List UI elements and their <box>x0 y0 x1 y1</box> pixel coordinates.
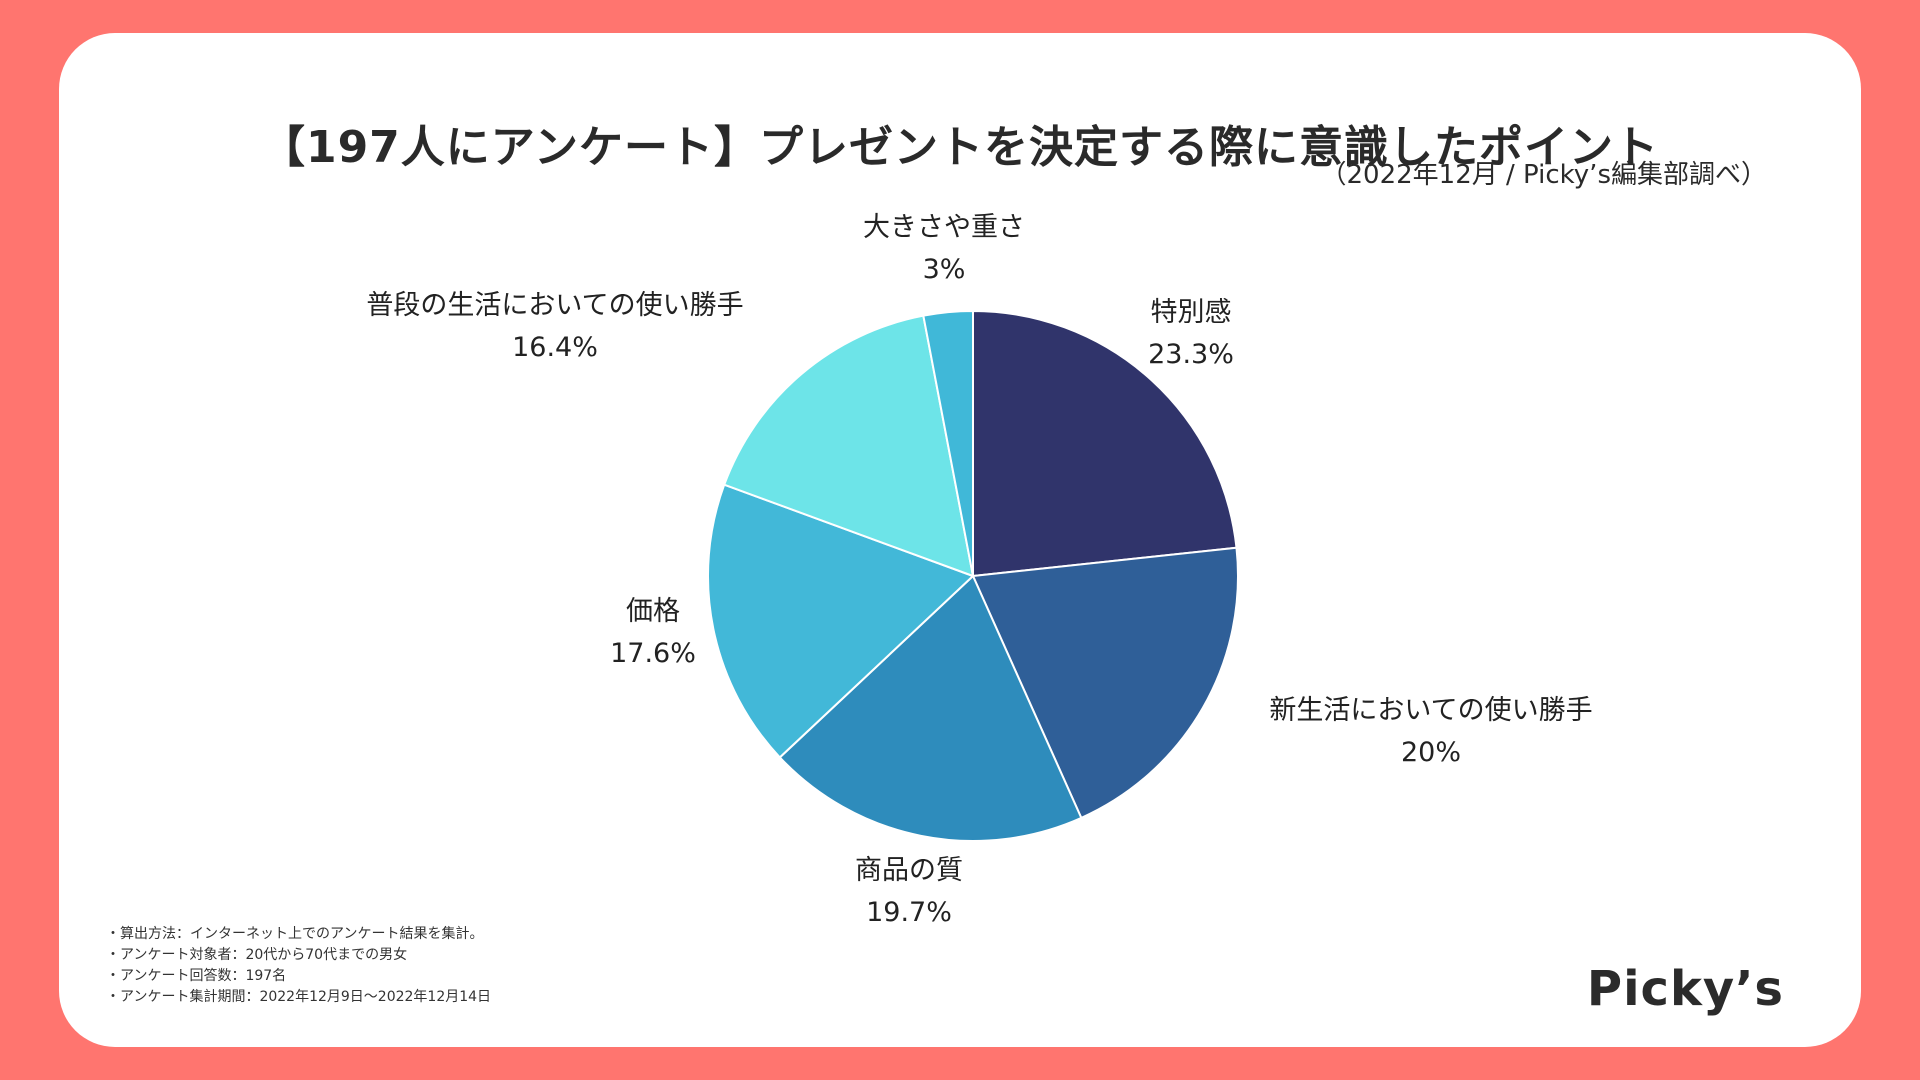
slice-label-1: 特別感 <box>1151 297 1232 328</box>
slice-value-3: 19.7% <box>866 897 952 928</box>
pie-slice-2 <box>971 546 1239 820</box>
slice-label-3: 商品の質 <box>855 855 963 886</box>
chart-title: 【197人にアンケート】プレゼントを決定する際に意識したポイント <box>260 122 1660 173</box>
pie-slice-6 <box>922 309 974 577</box>
slice-label-6: 大きさや重さ <box>863 212 1025 243</box>
pie-slice-1 <box>972 309 1238 578</box>
slice-label-4: 価格 <box>626 596 680 627</box>
pie-slice-3 <box>778 574 1083 842</box>
pie-slice-5 <box>722 314 975 578</box>
slice-label-2: 新生活においての使い勝手 <box>1269 695 1592 726</box>
pie-slice-4 <box>707 483 975 759</box>
slice-label-5: 普段の生活においての使い勝手 <box>366 290 743 321</box>
note-method: ・算出方法：インターネット上でのアンケート結果を集計。 <box>106 926 484 942</box>
chart-card: 【197人にアンケート】プレゼントを決定する際に意識したポイント （2022年1… <box>59 33 1861 1047</box>
slice-value-6: 3% <box>923 254 966 285</box>
survey-notes: ・算出方法：インターネット上でのアンケート結果を集計。 ・アンケート対象者：20… <box>106 924 491 1008</box>
source-note: （2022年12月 / Picky’s編集部調べ） <box>1320 160 1768 190</box>
note-count: ・アンケート回答数：197名 <box>106 968 287 984</box>
note-target: ・アンケート対象者：20代から70代までの男女 <box>106 947 408 963</box>
pie-chart: 特別感 23.3% 新生活においての使い勝手 20% 商品の質 19.7% 価格 17.6% 普… <box>366 212 1592 928</box>
brand-logo: Picky’s <box>1586 961 1784 1017</box>
slice-value-1: 23.3% <box>1148 339 1234 370</box>
slice-value-4: 17.6% <box>610 638 696 669</box>
slice-value-5: 16.4% <box>512 332 598 363</box>
note-period: ・アンケート集計期間：2022年12月9日〜2022年12月14日 <box>106 989 492 1005</box>
slice-value-2: 20% <box>1401 737 1461 768</box>
